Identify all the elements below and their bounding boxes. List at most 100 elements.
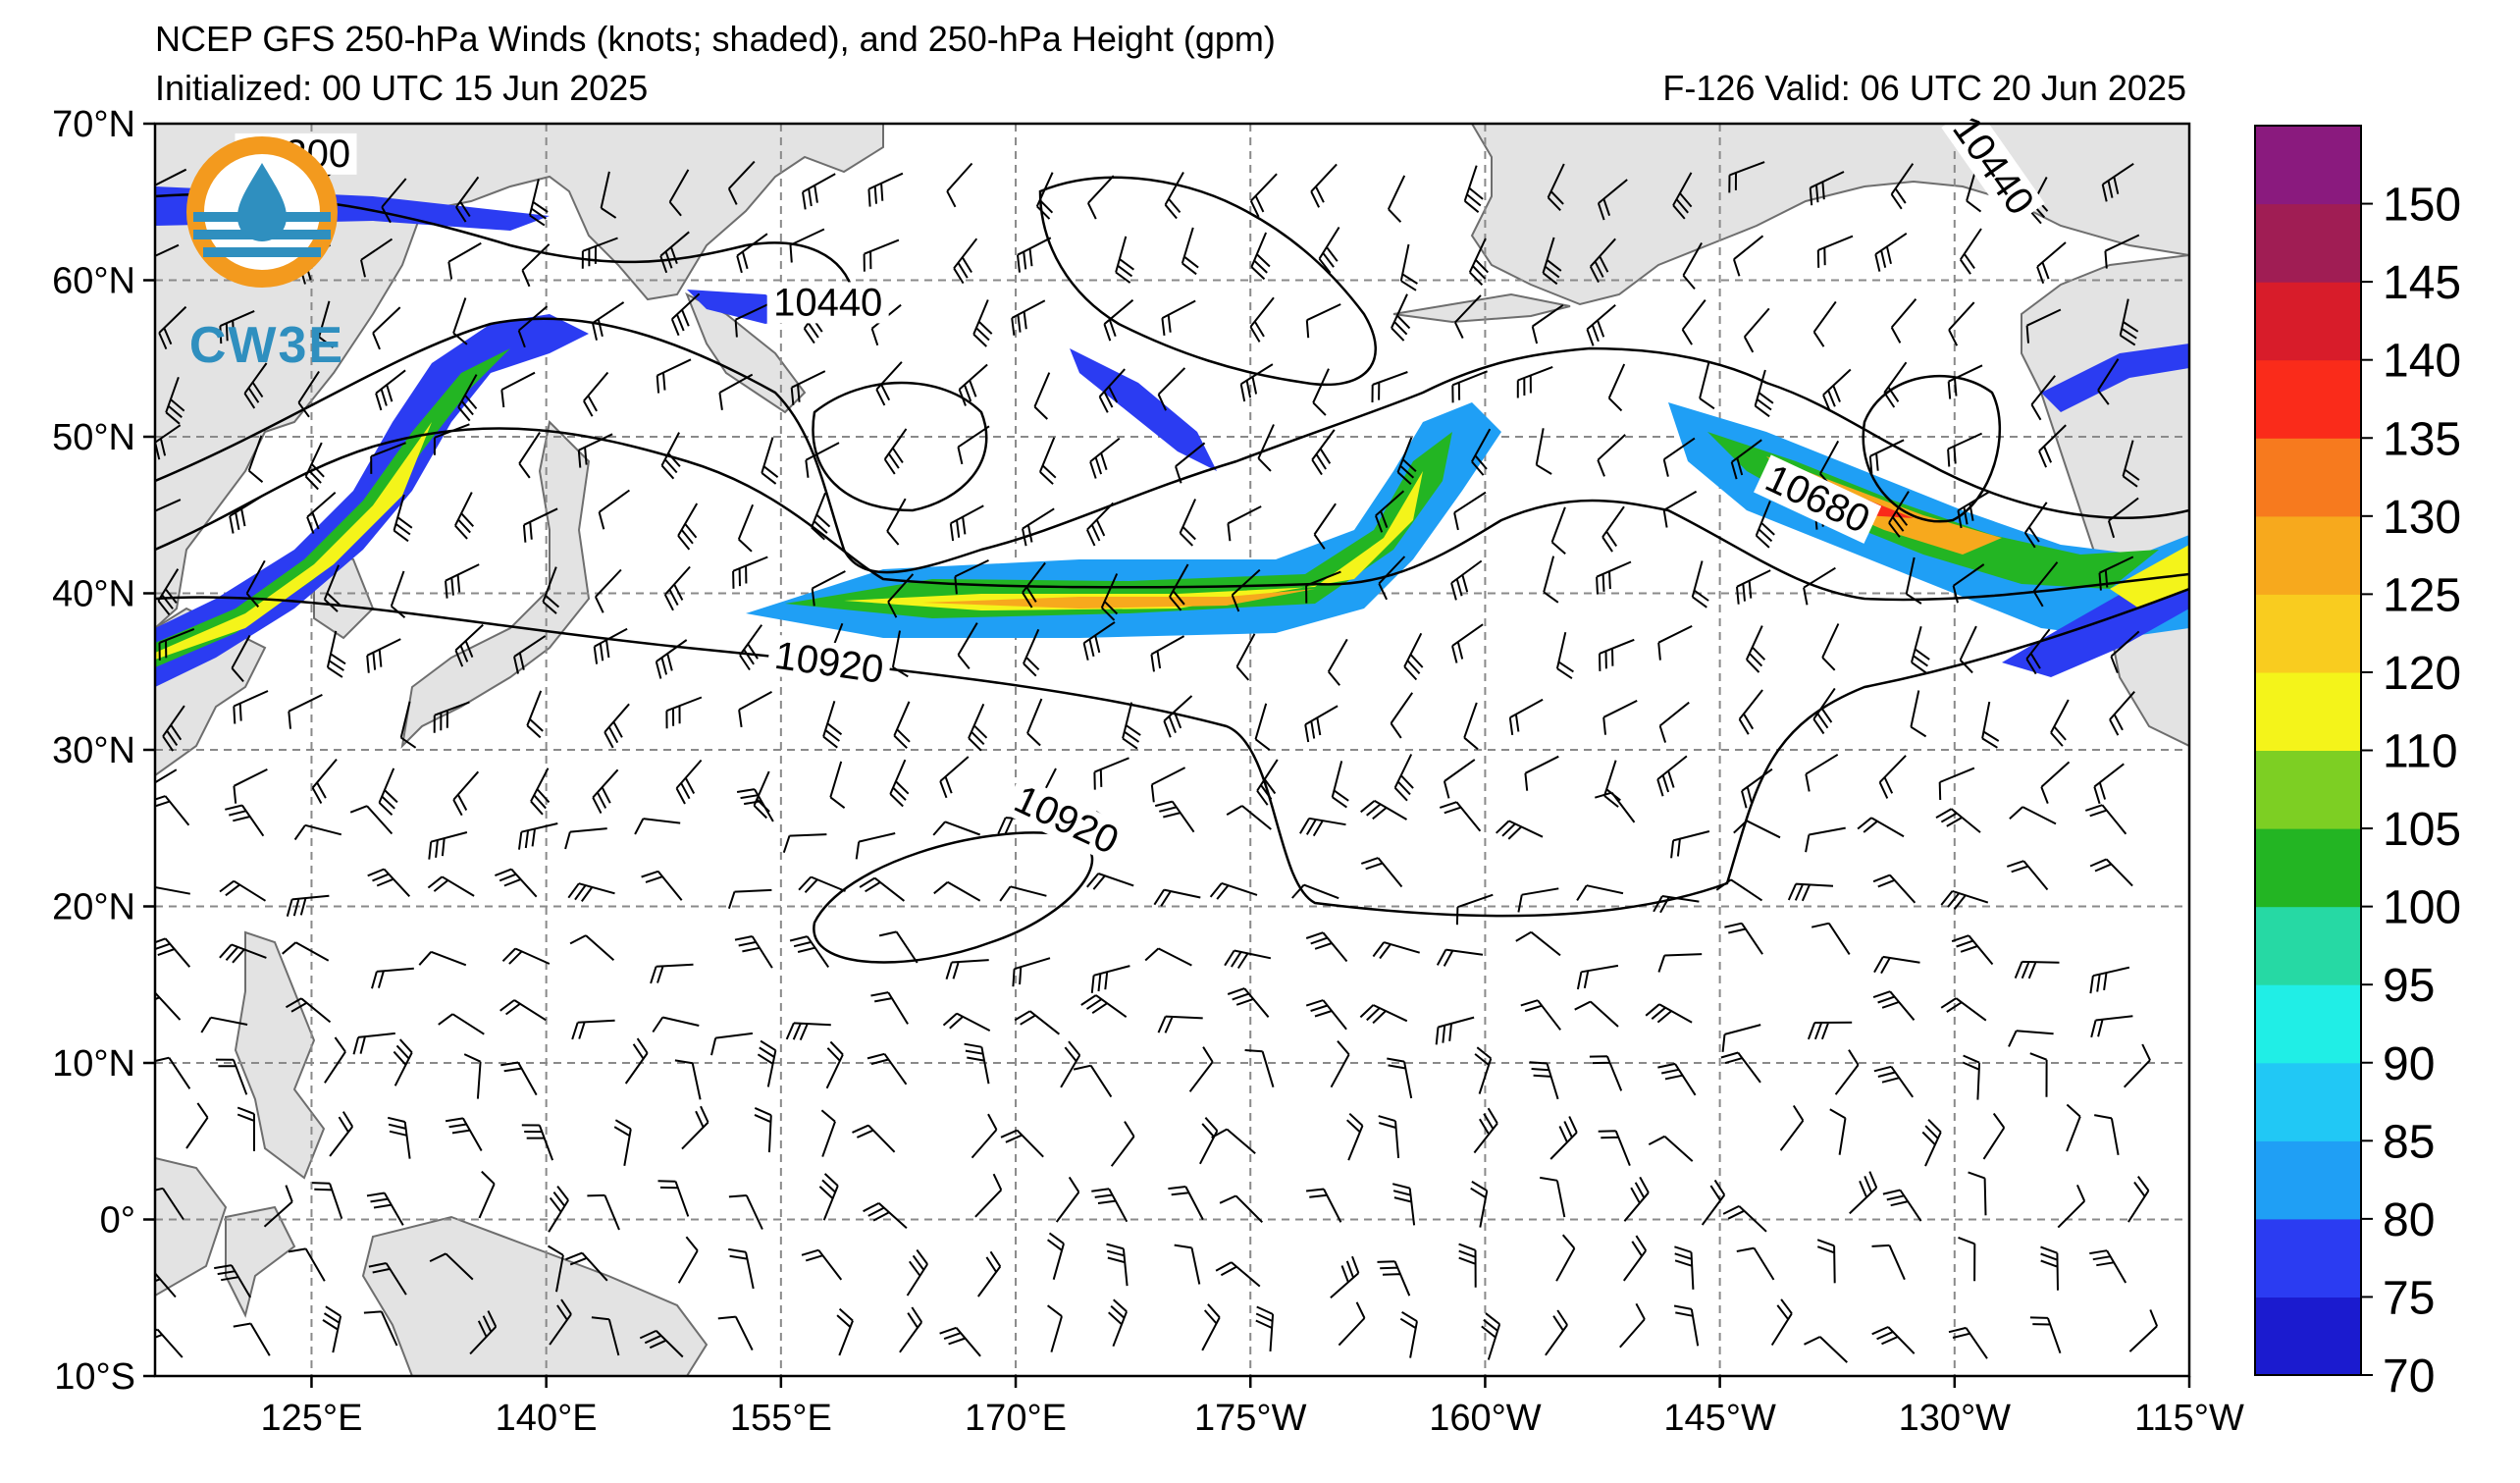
wind-barb [1910, 690, 1927, 738]
wind-barb [878, 930, 919, 964]
wind-barb [1722, 1205, 1767, 1233]
wind-barb [513, 635, 547, 674]
land-borneo [155, 1156, 228, 1298]
wind-barb [1403, 632, 1424, 681]
wind-barb [1601, 505, 1625, 553]
wind-barb [2119, 298, 2139, 346]
colorbar-label: 130 [2383, 492, 2461, 544]
wind-barb [1103, 298, 1134, 342]
wind-barb [2008, 1030, 2054, 1047]
wind-barb [1227, 987, 1270, 1018]
wind-barb [1715, 878, 1763, 902]
wind-barb [1235, 633, 1256, 681]
wind-barb [1372, 941, 1420, 960]
wind-barb [1622, 1235, 1648, 1282]
wind-barb [438, 1013, 485, 1035]
wind-barb [2104, 234, 2140, 269]
wind-barb [1017, 237, 1052, 273]
jet-west-coast-core [2110, 545, 2189, 609]
wind-barb [634, 818, 681, 835]
wind-barb [1174, 1244, 1201, 1285]
wind-barb [229, 495, 263, 534]
wind-barb [1330, 1255, 1360, 1298]
wind-barb [1086, 873, 1134, 890]
wind-barb [945, 959, 989, 980]
wind-barb [2098, 556, 2134, 591]
wind-barb [1338, 1301, 1366, 1347]
wind-barb [587, 1193, 620, 1231]
wind-barb [360, 238, 394, 278]
wind-barb [822, 701, 843, 749]
wind-barb [1645, 1003, 1693, 1024]
wind-barb [583, 371, 609, 417]
wind-barb [1586, 303, 1616, 346]
wind-barb [1089, 437, 1121, 479]
wind-barb [1545, 1309, 1568, 1356]
wind-barb [363, 1310, 398, 1347]
wind-barb [2023, 502, 2048, 549]
wind-barb [939, 756, 970, 799]
contour-alaska-low [1862, 374, 2001, 523]
wind-barb [1728, 161, 1765, 193]
contour-label-group: 10440 [766, 281, 889, 324]
colorbar-swatch [2255, 750, 2361, 829]
wind-barb [1022, 561, 1046, 609]
wind-barb [1453, 294, 1482, 340]
lat-tick-label: 60°N [52, 261, 135, 302]
wind-barb [1371, 371, 1408, 403]
wind-barb [1435, 1016, 1475, 1045]
wind-barb [567, 882, 615, 902]
wind-barb [855, 832, 896, 860]
wind-barb [452, 770, 480, 817]
wind-barb [1022, 507, 1055, 547]
height-contours [155, 176, 2189, 964]
wind-barb [1724, 922, 1763, 955]
wind-barb [1000, 1129, 1044, 1158]
wind-barb [2040, 761, 2071, 804]
valid-time: F-126 Valid: 06 UTC 20 Jun 2025 [1662, 68, 2186, 108]
wind-barb [1681, 298, 1706, 345]
wind-barb [1673, 1304, 1700, 1347]
wind-barb [2107, 497, 2139, 539]
colorbar-label: 110 [2383, 726, 2458, 778]
wind-barb [1014, 1010, 1061, 1035]
wind-barb [1812, 687, 1836, 735]
wind-barb [1872, 990, 1916, 1021]
wind-barb [674, 1059, 702, 1100]
wind-barb [1360, 857, 1403, 888]
wind-barb [1377, 1260, 1411, 1297]
wind-barb [1834, 1049, 1860, 1095]
wind-barb [1770, 1298, 1793, 1347]
lat-tick-label: 0° [100, 1200, 135, 1242]
wind-barb [352, 1032, 395, 1055]
land-siberia [155, 124, 884, 630]
wind-barb [390, 570, 406, 619]
contour-label-bg [1002, 775, 1130, 865]
wind-barb [1657, 953, 1703, 973]
wind-barb [785, 1022, 831, 1040]
wind-barb [2089, 858, 2133, 887]
wind-barb [329, 1111, 354, 1157]
wind-barb [1951, 934, 1994, 966]
wind-barb [1330, 1040, 1350, 1088]
wind-barb [939, 1326, 981, 1357]
wind-barb [650, 963, 694, 984]
wind-barb [1736, 569, 1771, 605]
wind-barb [155, 1271, 177, 1298]
wind-barb [245, 559, 266, 608]
wind-barb [789, 228, 825, 263]
wind-barb [1453, 491, 1487, 531]
wind-barb [1091, 1188, 1129, 1223]
wind-barb [866, 1052, 908, 1086]
wind-barb [165, 376, 185, 425]
wind-barb [1157, 367, 1186, 411]
wind-barb [1311, 429, 1336, 476]
wind-barb [445, 1117, 483, 1151]
colorbar-swatch [2255, 906, 2361, 985]
wind-barb [1822, 368, 1852, 412]
wind-barb [976, 1250, 1002, 1298]
wind-barb [526, 690, 544, 739]
colorbar-swatch [2255, 594, 2361, 673]
wind-barb [297, 370, 320, 418]
wind-barb [600, 171, 617, 219]
